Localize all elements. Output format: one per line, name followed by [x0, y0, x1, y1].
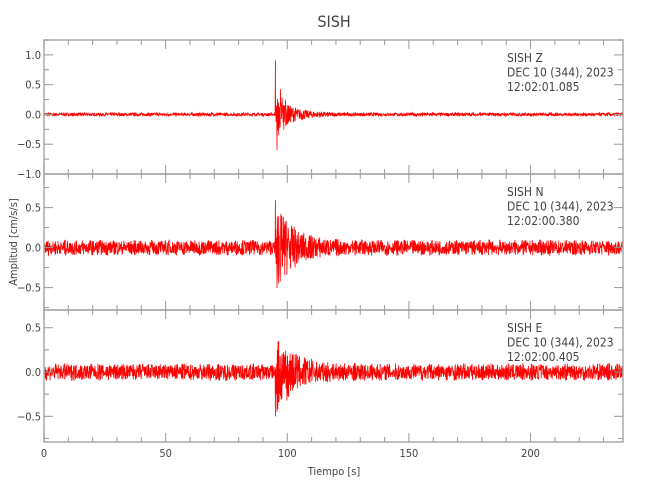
- waveform-E: [43, 340, 624, 417]
- x-tick-label: 50: [159, 447, 172, 460]
- y-tick-label: 0.0: [25, 108, 41, 121]
- chart-title: SISH: [317, 12, 350, 31]
- station-component-label: SISH Z: [507, 51, 543, 65]
- y-tick-label: 0.5: [25, 322, 41, 335]
- x-tick-label: 0: [41, 447, 47, 460]
- x-tick-label: 200: [521, 447, 540, 460]
- waveform-Z: [43, 60, 624, 151]
- x-tick-label: 100: [278, 447, 297, 460]
- y-tick-label: −0.5: [17, 282, 41, 295]
- y-tick-label: −0.5: [17, 410, 41, 423]
- time-label: 12:02:00.405: [507, 350, 580, 364]
- x-tick-label: 150: [399, 447, 418, 460]
- y-axis-label: Amplitud [cm/s/s]: [7, 198, 20, 286]
- date-label: DEC 10 (344), 2023: [507, 66, 614, 80]
- y-tick-label: 0.0: [25, 366, 41, 379]
- station-component-label: SISH E: [507, 321, 542, 335]
- y-tick-label: −1.0: [17, 168, 41, 181]
- panel-frame: [43, 309, 624, 443]
- y-tick-label: 0.5: [25, 202, 41, 215]
- date-label: DEC 10 (344), 2023: [507, 200, 614, 214]
- x-axis-label: Tiempo [s]: [307, 465, 361, 478]
- time-label: 12:02:01.085: [507, 80, 580, 94]
- y-tick-label: 1.0: [25, 49, 41, 62]
- y-tick-label: 0.0: [25, 242, 41, 255]
- y-tick-label: 0.5: [25, 79, 41, 92]
- date-label: DEC 10 (344), 2023: [507, 336, 614, 350]
- time-label: 12:02:00.380: [507, 214, 580, 228]
- y-tick-label: −0.5: [17, 138, 41, 151]
- waveform-N: [43, 200, 624, 289]
- station-component-label: SISH N: [507, 185, 544, 199]
